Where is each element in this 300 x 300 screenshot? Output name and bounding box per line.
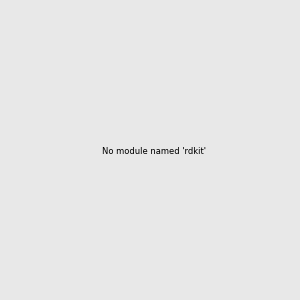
Text: No module named 'rdkit': No module named 'rdkit': [102, 147, 206, 156]
